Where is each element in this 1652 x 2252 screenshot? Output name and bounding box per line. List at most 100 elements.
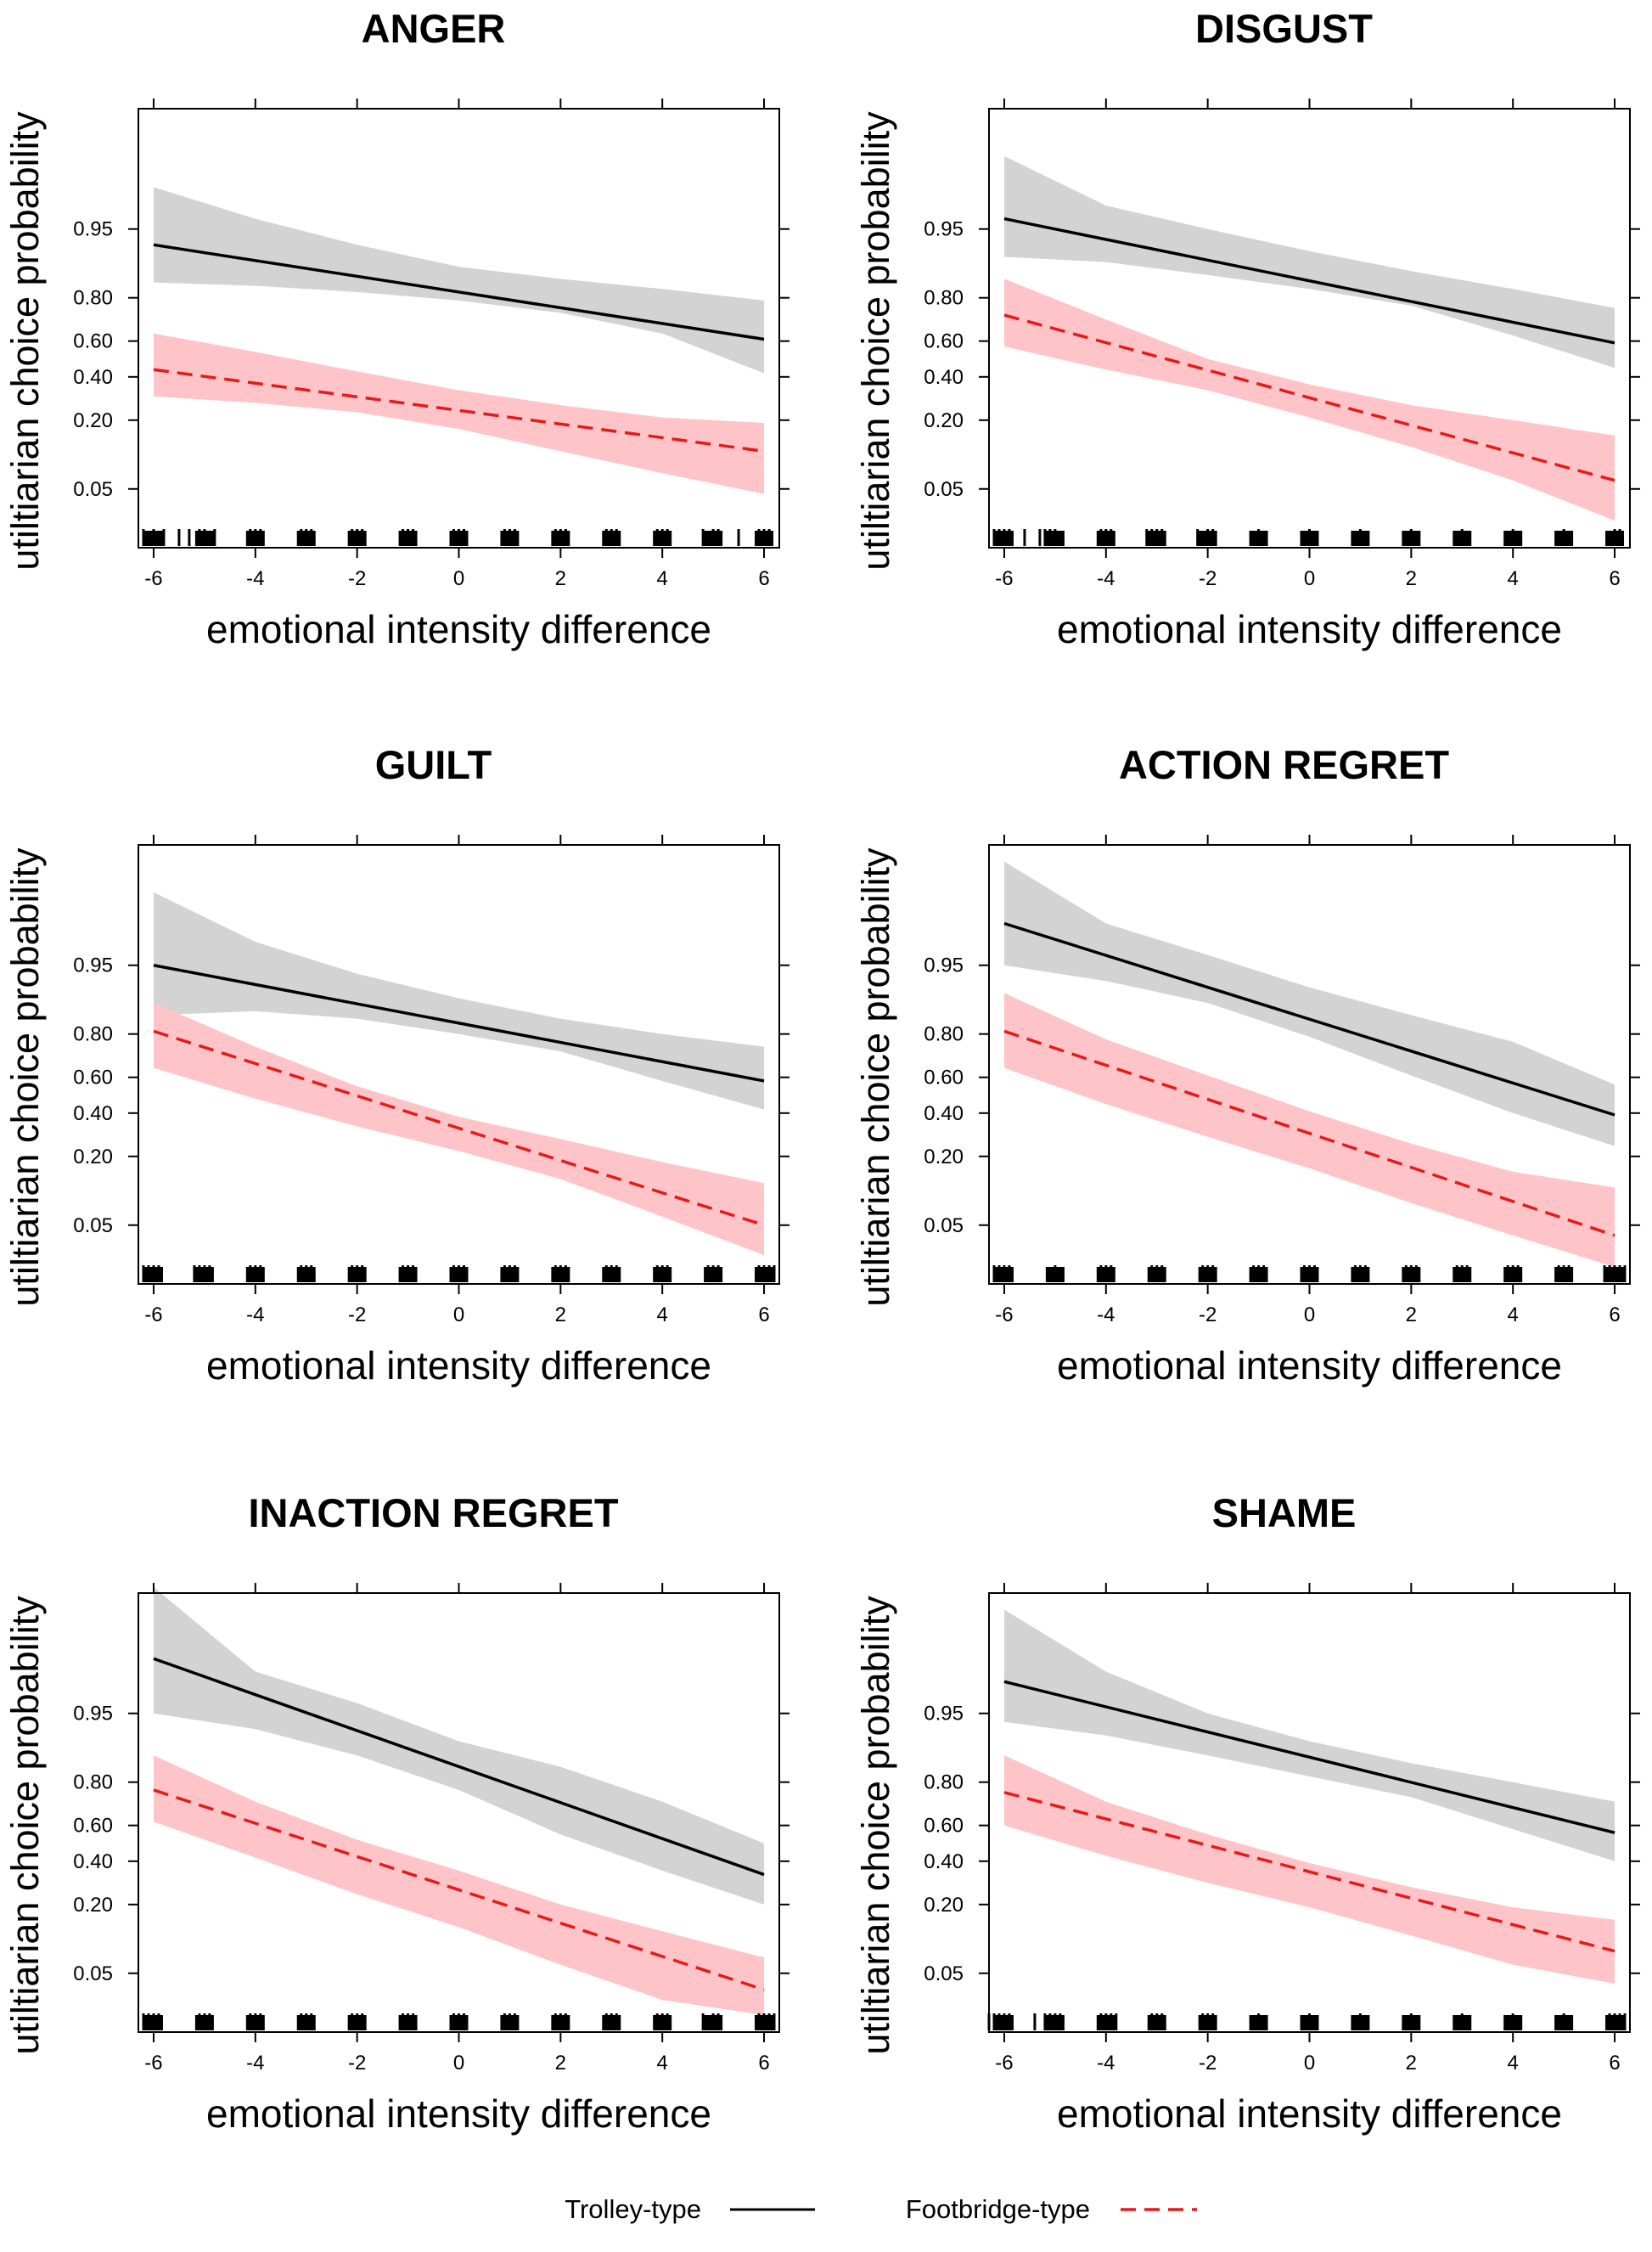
footbridge-fit-line — [1003, 1029, 1615, 1237]
rug-block — [1554, 531, 1574, 546]
rug-block — [1554, 2015, 1574, 2030]
rug-block — [1045, 531, 1065, 546]
rug-block — [1605, 531, 1625, 546]
y-tick-label: 0.95 — [924, 954, 964, 977]
rug-block — [1554, 1267, 1574, 1282]
y-axis-label: utiltiarian choice probability — [3, 1596, 47, 2055]
rug-block — [194, 2015, 214, 2030]
x-tick-label: 2 — [555, 2052, 566, 2075]
rug-block — [653, 531, 672, 546]
trolley-fit-line — [153, 964, 765, 1083]
x-axis-label: emotional intensity difference — [206, 607, 711, 651]
x-tick-label: 4 — [657, 1303, 668, 1326]
rug-block — [1096, 531, 1115, 546]
y-tick-label: 0.80 — [73, 287, 113, 310]
y-tick-label: 0.60 — [73, 330, 113, 353]
footbridge-fit-line — [153, 368, 765, 453]
y-tick-label: 0.40 — [73, 366, 113, 389]
x-tick-label: -2 — [348, 2052, 366, 2075]
y-tick-label: 0.80 — [73, 1023, 113, 1046]
y-tick-label: 0.20 — [73, 1146, 113, 1168]
rug-block — [1198, 2015, 1217, 2030]
x-tick-label: 0 — [1304, 567, 1315, 590]
rug-block — [1147, 2015, 1166, 2030]
rug-block — [1249, 1267, 1268, 1282]
rug-block — [500, 531, 520, 546]
panel-4: -6 -4 -2 0 2 4 6 0.05 0.20 0.40 0.60 0.80 0.95 ACTION… — [854, 742, 1640, 1388]
rug-block — [1096, 1267, 1115, 1282]
y-tick-label: 0.20 — [924, 1894, 964, 1917]
rug-block — [245, 531, 265, 546]
rug-block — [994, 1267, 1014, 1282]
x-axis-label: emotional intensity difference — [206, 2092, 711, 2136]
rug-block — [143, 1267, 163, 1282]
rug-block — [296, 531, 316, 546]
rug-block — [1198, 1267, 1217, 1282]
x-tick-label: -6 — [144, 567, 162, 590]
footbridge-confidence-band — [154, 1755, 764, 2015]
x-tick-label: -4 — [1097, 567, 1115, 590]
x-tick-label: 4 — [657, 2052, 668, 2075]
y-tick-label: 0.95 — [924, 1703, 964, 1726]
rug-block — [398, 531, 418, 546]
x-tick-label: -4 — [1097, 1303, 1115, 1326]
x-axis-label: emotional intensity difference — [206, 1343, 711, 1388]
y-tick-label: 0.60 — [73, 1067, 113, 1089]
rug-block — [143, 531, 163, 546]
y-tick-label: 0.95 — [73, 1703, 113, 1726]
y-tick-label: 0.60 — [924, 330, 964, 353]
y-axis-label: utiltiarian choice probability — [854, 1596, 897, 2055]
rug-block — [398, 1267, 418, 1282]
rug-block — [1453, 2015, 1472, 2030]
x-tick-label: -2 — [348, 567, 366, 590]
panels-container: -6 -4 -2 0 2 4 6 0.05 0.20 0.40 0.60 0.80 0.95 ANGER e… — [3, 6, 1640, 2136]
x-tick-label: 6 — [1609, 2052, 1620, 2075]
rug-block — [1605, 1267, 1625, 1282]
legend: Trolley-type Footbridge-type — [565, 2194, 1197, 2224]
x-tick-label: 0 — [1304, 1303, 1315, 1326]
rug-block — [347, 531, 367, 546]
x-tick-label: 6 — [1609, 1303, 1620, 1326]
rug-block — [704, 531, 723, 546]
rug-block — [1198, 531, 1217, 546]
y-axis-label: utiltiarian choice probability — [3, 847, 47, 1307]
rug-block — [551, 1267, 570, 1282]
rug-marks — [142, 529, 774, 546]
rug-block — [755, 2015, 774, 2030]
rug-block — [1605, 2015, 1625, 2030]
panel-title: ANGER — [362, 6, 506, 51]
y-tick-label: 0.05 — [924, 1214, 964, 1237]
y-tick-label: 0.80 — [73, 1771, 113, 1794]
x-tick-label: -6 — [995, 567, 1013, 590]
legend-label-trolley: Trolley-type — [565, 2194, 701, 2224]
x-tick-label: 2 — [1406, 1303, 1417, 1326]
panel-1: -6 -4 -2 0 2 4 6 0.05 0.20 0.40 0.60 0.80 0.95 ANGER e… — [3, 6, 789, 651]
y-tick-label: 0.80 — [924, 1023, 964, 1046]
footbridge-fit-line — [153, 1788, 765, 1991]
y-tick-label: 0.40 — [924, 1850, 964, 1873]
rug-block — [194, 531, 214, 546]
y-tick-label: 0.40 — [73, 1102, 113, 1125]
rug-block — [1351, 1267, 1370, 1282]
y-tick-label: 0.95 — [73, 218, 113, 241]
x-tick-label: -2 — [348, 1303, 366, 1326]
x-tick-label: 6 — [758, 2052, 769, 2075]
rug-block — [602, 531, 621, 546]
x-tick-label: 6 — [1609, 567, 1620, 590]
footbridge-confidence-band — [1004, 993, 1615, 1267]
x-tick-label: -4 — [246, 2052, 264, 2075]
footbridge-confidence-band — [154, 333, 764, 494]
trolley-fit-line — [1003, 1680, 1615, 1834]
x-axis-label: emotional intensity difference — [1057, 2092, 1562, 2136]
panel-title: SHAME — [1212, 1490, 1357, 1535]
rug-block — [1503, 1267, 1523, 1282]
x-tick-label: 0 — [453, 567, 464, 590]
rug-marks — [142, 1265, 776, 1282]
trolley-fit-line — [153, 1657, 765, 1877]
trolley-fit-line — [1003, 217, 1615, 345]
x-tick-label: 2 — [1406, 567, 1417, 590]
y-tick-label: 0.05 — [73, 478, 113, 501]
rug-block — [296, 2015, 316, 2030]
panel-5: -6 -4 -2 0 2 4 6 0.05 0.20 0.40 0.60 0.80 0.95 INACTI… — [3, 1490, 789, 2136]
footbridge-confidence-band — [1004, 279, 1615, 521]
